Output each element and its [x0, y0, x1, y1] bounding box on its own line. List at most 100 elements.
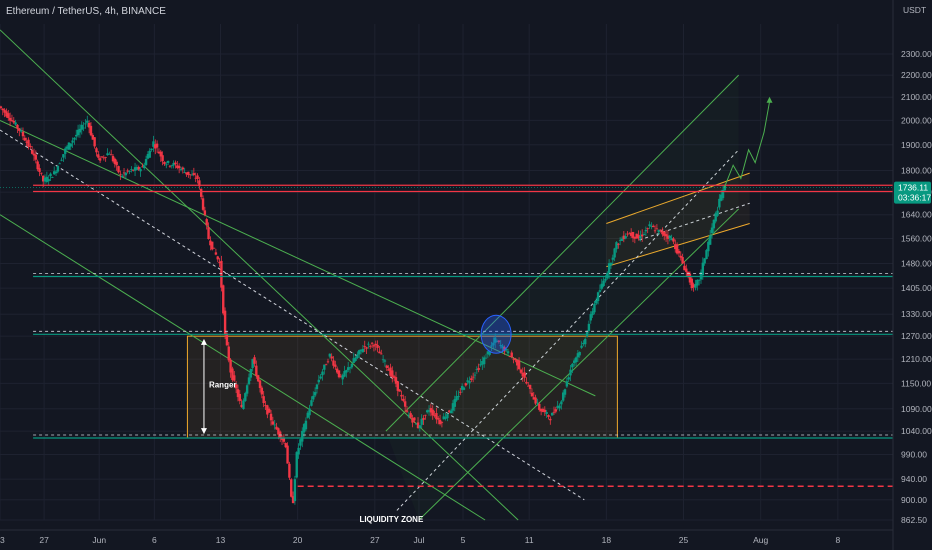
candle-body	[319, 376, 322, 379]
candle-body	[12, 120, 15, 123]
candle-body	[137, 166, 140, 170]
candle-body	[692, 284, 695, 288]
candle-body	[389, 367, 392, 376]
candle-body	[240, 404, 243, 408]
rising-channel-mid	[639, 202, 750, 241]
candle-body	[653, 230, 657, 232]
candle-body	[685, 268, 688, 272]
candle-body	[677, 250, 681, 254]
candle-body	[124, 172, 128, 176]
candle-body	[47, 179, 50, 182]
candle-body	[545, 412, 548, 414]
candle-body	[459, 391, 462, 393]
candle-body	[712, 219, 716, 229]
candle-body	[582, 342, 585, 345]
grid-layer	[0, 24, 893, 521]
candle-body	[716, 210, 719, 216]
candle-body	[670, 238, 673, 241]
candle-body	[495, 340, 499, 342]
candle-body	[211, 241, 214, 250]
candle-body	[25, 141, 28, 143]
candle-body	[420, 418, 423, 425]
candle-body	[172, 162, 175, 166]
candle-body	[510, 352, 513, 358]
candle-body	[53, 171, 56, 175]
candle-body	[521, 372, 524, 377]
candle-body	[150, 148, 153, 150]
candle-body	[65, 146, 69, 149]
candle-body	[293, 479, 297, 502]
candle-body	[87, 122, 91, 128]
candle-body	[152, 141, 155, 147]
candle-body	[506, 351, 510, 354]
x-tick-label: Jul	[414, 535, 425, 545]
candle-body	[532, 397, 535, 400]
candle-body	[539, 408, 543, 412]
candle-body	[271, 421, 275, 425]
candle-body	[635, 233, 638, 239]
candle-body	[618, 239, 622, 241]
candle-body	[466, 380, 469, 382]
candle-body	[569, 369, 572, 376]
candle-body	[102, 157, 106, 159]
y-tick-label: 940.00	[901, 474, 927, 484]
candle-body	[56, 166, 60, 172]
candle-body	[527, 385, 530, 387]
candle-body	[234, 384, 238, 389]
candle-body	[36, 161, 39, 170]
candle-body	[659, 229, 662, 231]
candle-body	[637, 234, 640, 239]
candle-body	[407, 414, 411, 416]
candle-body	[51, 177, 54, 178]
candle-body	[613, 248, 616, 258]
candle-body	[354, 357, 357, 361]
candle-body	[414, 423, 418, 425]
candle-body	[218, 261, 221, 264]
projection-path	[723, 101, 771, 188]
candle-body	[236, 389, 240, 398]
candle-body	[626, 233, 629, 235]
candle-body	[644, 229, 648, 232]
candle-body	[378, 351, 381, 354]
candle-body	[606, 273, 609, 279]
candle-body	[571, 363, 574, 368]
candle-body	[27, 139, 30, 147]
candle-body	[427, 410, 431, 412]
candle-body	[584, 338, 587, 345]
candle-body	[679, 255, 682, 258]
candle-body	[229, 359, 232, 373]
candle-body	[130, 169, 133, 170]
candle-body	[629, 232, 633, 236]
candle-layer	[0, 105, 727, 505]
candle-body	[109, 154, 113, 156]
candle-body	[301, 430, 304, 442]
ascending-trendline-upper	[385, 74, 740, 432]
candle-body	[433, 415, 436, 417]
candle-body	[501, 345, 504, 349]
candle-body	[703, 258, 706, 264]
candle-body	[558, 405, 561, 409]
candle-body	[403, 401, 407, 407]
candle-body	[547, 415, 550, 417]
y-tick-label: 1560.00	[901, 233, 932, 243]
candle-body	[475, 369, 479, 370]
candle-body	[721, 189, 725, 199]
candle-body	[190, 174, 194, 176]
candle-body	[622, 235, 626, 240]
candle-body	[317, 379, 320, 383]
candle-body	[133, 167, 137, 171]
candle-body	[76, 129, 80, 136]
candle-body	[198, 180, 201, 187]
candle-body	[328, 353, 332, 357]
candle-body	[141, 166, 144, 168]
candle-body	[91, 134, 94, 140]
candle-body	[30, 150, 34, 154]
candle-body	[435, 413, 438, 420]
candle-body	[111, 155, 115, 162]
candle-body	[264, 405, 267, 406]
candle-body	[306, 412, 309, 418]
candle-body	[21, 131, 25, 137]
